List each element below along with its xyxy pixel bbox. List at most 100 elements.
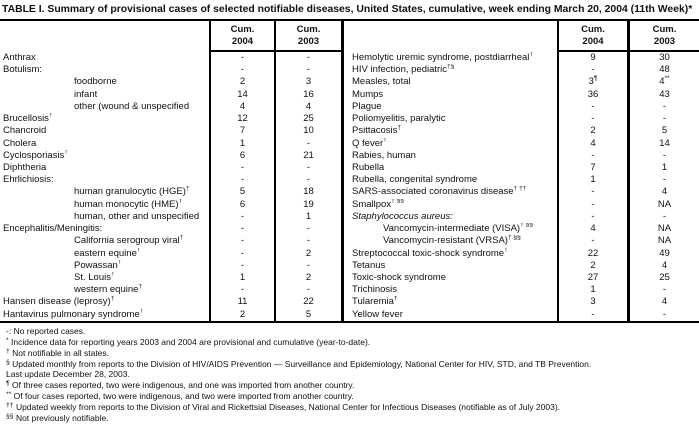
value-cell-2004: 6 <box>209 198 274 211</box>
value-cell-2004: - <box>209 64 274 77</box>
footnote: †† Updated weekly from reports to the Di… <box>6 402 561 413</box>
value-cell-2004: - <box>209 223 274 236</box>
value-cell-2003: - <box>627 284 699 297</box>
value-cell-2003: 48 <box>627 64 699 77</box>
disease-label: Q fever† <box>352 137 387 149</box>
disease-label: Vancomycin-resistant (VRSA)† §§ <box>383 235 521 247</box>
value-cell-2003: 4 <box>627 186 699 199</box>
value-cell-2003: 22 <box>274 296 341 309</box>
footnote-marker: ** <box>6 391 12 399</box>
value-cell-2004: 1 <box>557 284 627 297</box>
disease-label: Botulism: <box>3 64 43 76</box>
disease-label: human, other and unspecified <box>74 210 200 222</box>
table-right-half: Cum. 2004 Cum. 2003 Hemolytic uremic syn… <box>344 21 699 321</box>
value-cell-2004: 5 <box>209 186 274 199</box>
value-cell-2003: - <box>274 64 341 77</box>
footnote: † Not notifiable in all states. <box>6 347 110 358</box>
disease-label: infant <box>74 88 98 100</box>
value-cell-2003: 1 <box>627 161 699 175</box>
value-cell-2004: 2 <box>209 76 274 89</box>
disease-label: Rubella, congenital syndrome <box>352 174 478 186</box>
value-cell-2003: - <box>627 308 699 321</box>
disease-label: Anthrax <box>3 52 36 63</box>
value-cell-2004: 1 <box>557 174 627 187</box>
value-cell-2004: 4 <box>557 223 627 236</box>
value-cell-2004: - <box>209 161 274 175</box>
value-cell-2003: - <box>627 100 699 114</box>
footnote-marker: -: <box>6 325 12 336</box>
value-cell-2004: - <box>209 52 274 65</box>
value-cell-2003: 3 <box>274 76 341 89</box>
footnote: * Incidence data for reporting years 200… <box>6 336 371 347</box>
disease-label: Tetanus <box>352 259 386 271</box>
value-cell-2003: - <box>274 259 341 272</box>
value-cell-2003: 14 <box>627 137 699 150</box>
value-cell-2004: 2 <box>557 259 627 272</box>
value-cell-2004: 4 <box>557 137 627 150</box>
value-cell-2003: - <box>274 161 341 175</box>
value-cell-2004: 11 <box>209 296 274 309</box>
value-cell-2003: 43 <box>627 88 699 101</box>
disease-label: Chancroid <box>3 125 47 137</box>
footnote-marker: §§ <box>6 413 14 421</box>
disease-label: Plague <box>352 100 382 112</box>
value-cell-2003: 30 <box>627 52 699 65</box>
value-cell-2003: 25 <box>627 271 699 285</box>
disease-label: eastern equine† <box>74 247 141 259</box>
value-cell-2003: - <box>627 149 699 162</box>
value-cell-2004: 6 <box>209 149 274 162</box>
value-cell-2004: - <box>557 100 627 114</box>
value-cell-2003: - <box>274 52 341 65</box>
value-cell-2003: - <box>274 223 341 236</box>
footnote-marker: †† <box>6 402 14 410</box>
left-cum-2004-header: Cum. 2004 <box>209 21 274 52</box>
footnote-marker: ¶ <box>6 380 10 388</box>
value-cell-2004: - <box>209 210 274 224</box>
disease-label: Trichinosis <box>352 284 398 296</box>
value-cell-2003: NA <box>627 235 699 248</box>
disease-label: Vancomycin-intermediate (VISA)† §§ <box>383 223 533 235</box>
value-cell-2003: 2 <box>274 247 341 260</box>
left-cum-2003-header: Cum. 2003 <box>274 21 341 52</box>
value-cell-2003: - <box>627 113 699 126</box>
value-cell-2004: 7 <box>209 125 274 138</box>
right-disease-header <box>344 21 557 52</box>
value-cell-2004: - <box>209 259 274 272</box>
left-disease-header <box>0 21 209 52</box>
right-cum-2003-header: Cum. 2003 <box>627 21 699 52</box>
disease-label: human granulocytic (HGE)† <box>74 186 190 198</box>
value-cell-2003: 4 <box>627 296 699 309</box>
value-cell-2004: 1 <box>209 137 274 150</box>
value-cell-2003: NA <box>627 223 699 236</box>
year-2003-label: 2003 <box>297 36 320 47</box>
disease-label: Tularemia† <box>352 296 398 308</box>
notifiable-diseases-table: Cum. 2004 Cum. 2003 Anthrax - - Botulism: - -… <box>0 19 699 323</box>
right-header-row: Cum. 2004 Cum. 2003 <box>344 21 699 52</box>
value-cell-2003: 19 <box>274 198 341 211</box>
value-cell-2003: 49 <box>627 247 699 260</box>
year-2004-label: 2004 <box>582 36 604 47</box>
disease-label: Rabies, human <box>352 149 416 161</box>
value-cell-2003: - <box>274 235 341 248</box>
disease-label: Psittacosis† <box>352 125 402 137</box>
disease-label: Measles, total <box>352 76 411 88</box>
table-left-half: Cum. 2004 Cum. 2003 Anthrax - - Botulism: - -… <box>0 21 344 321</box>
footnote: Last update December 28, 2003. <box>6 369 130 380</box>
disease-label: Staphylococcus aureus: <box>352 210 453 222</box>
cum-label: Cum. <box>581 24 605 35</box>
value-cell-2004: - <box>557 198 627 211</box>
value-cell-2003: 4 <box>274 100 341 114</box>
disease-label: Mumps <box>352 88 384 100</box>
disease-label: Encephalitis/Meningitis: <box>3 223 103 235</box>
right-cum-2004-header: Cum. 2004 <box>557 21 627 52</box>
value-cell-2003: 25 <box>274 113 341 126</box>
disease-label: Hemolytic uremic syndrome, postdiarrheal… <box>352 52 534 63</box>
cum-label: Cum. <box>230 24 255 35</box>
value-cell-2004: - <box>557 149 627 162</box>
value-cell-2003: 18 <box>274 186 341 199</box>
value-cell-2004: - <box>557 113 627 126</box>
disease-label: Cholera <box>3 137 37 149</box>
disease-label: Brucellosis† <box>3 113 53 125</box>
value-cell-2004: 2 <box>557 125 627 138</box>
value-cell-2003: 4 <box>627 259 699 272</box>
